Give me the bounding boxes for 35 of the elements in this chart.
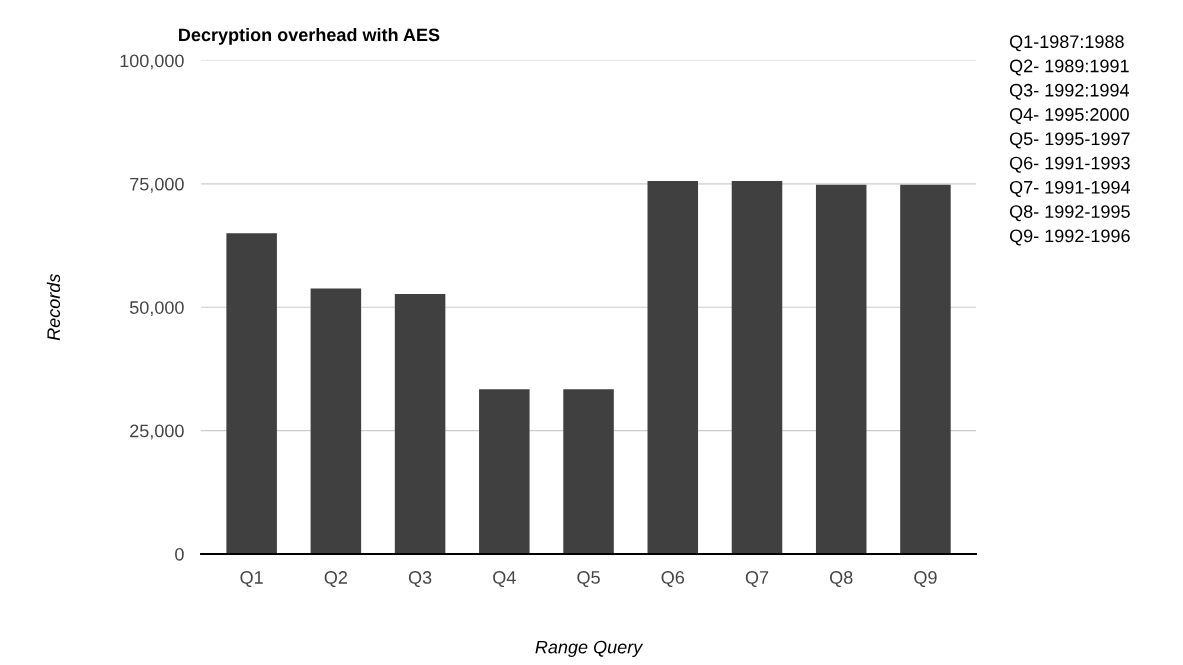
text: Q3- 1992:1994 — [1009, 83, 1130, 100]
x-tick-label: Q8 — [830, 571, 853, 588]
text: Q9- 1992-1996 — [1009, 229, 1130, 246]
x-tick-label: Q6 — [661, 571, 685, 588]
y-tick-label: 25,000 — [130, 424, 184, 440]
x-tick-label: Q2 — [324, 571, 348, 588]
y-axis-title: Records — [46, 273, 61, 341]
x-tick-label: Q9 — [914, 571, 937, 588]
bar — [394, 293, 446, 554]
y-tick-label: 50,000 — [129, 301, 184, 317]
bar — [731, 180, 783, 554]
bar — [563, 389, 614, 554]
text: Q7- 1991-1994 — [1009, 180, 1131, 197]
x-tick-label: Q4 — [493, 571, 516, 588]
x-tick-label: Q3 — [408, 571, 432, 588]
x-tick-label: Q7 — [745, 571, 769, 588]
y-tick-label: 100,000 — [120, 54, 184, 70]
text: Q4- 1995:2000 — [1009, 108, 1129, 125]
chart-title: Decryption overhead with AES — [179, 27, 440, 45]
y-tick-label: 75,000 — [130, 177, 184, 193]
bar — [815, 184, 867, 554]
y-tick-label: 0 — [175, 547, 184, 561]
bar — [479, 389, 530, 554]
text: Q8- 1992-1995 — [1009, 205, 1130, 222]
x-tick-label: Q5 — [577, 571, 600, 588]
x-tick-label: Q1 — [240, 571, 263, 588]
bar — [900, 184, 951, 554]
bar — [310, 288, 362, 554]
x-axis-title: Range Query — [535, 640, 644, 658]
bar — [226, 233, 277, 554]
text: Q2- 1989:1991 — [1009, 59, 1129, 76]
text: Q5- 1995-1997 — [1009, 132, 1130, 149]
text: Q1-1987:1988 — [1009, 35, 1124, 52]
text: Q6- 1991-1993 — [1009, 156, 1130, 173]
bar — [647, 180, 699, 554]
